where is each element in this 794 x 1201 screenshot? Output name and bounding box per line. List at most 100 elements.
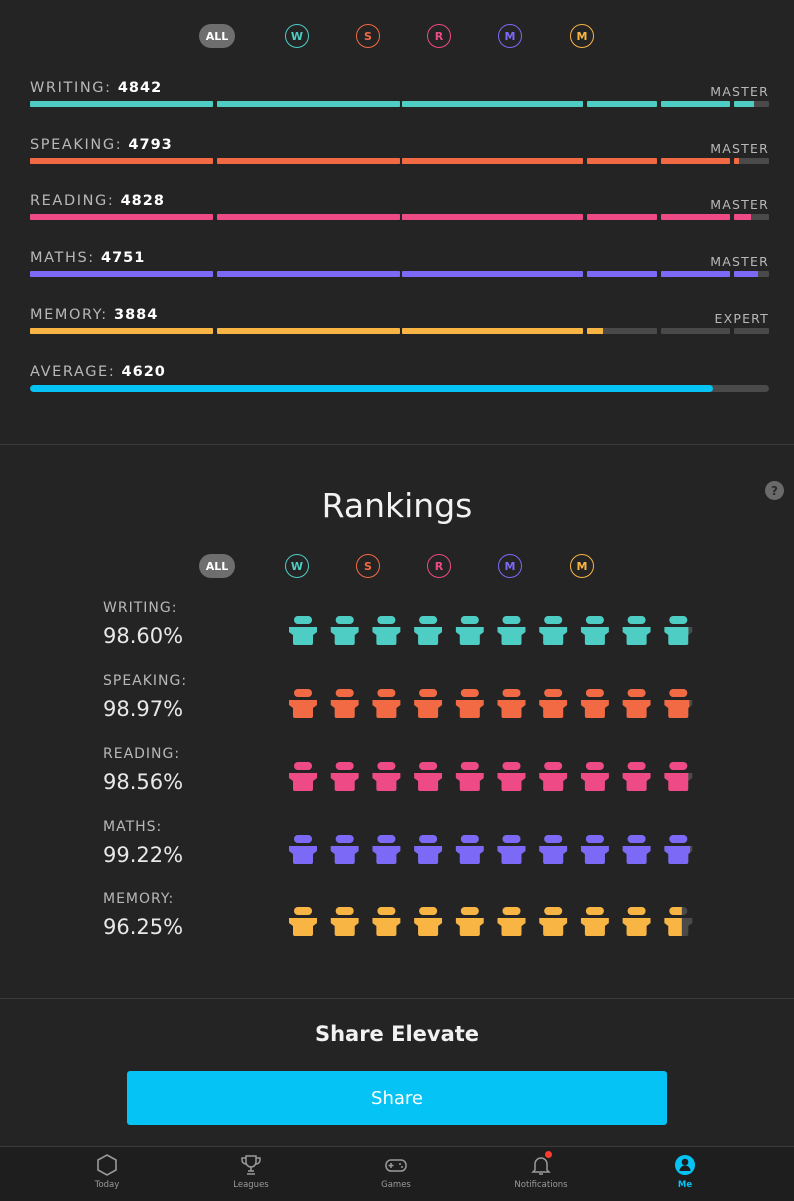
person-icon bbox=[539, 616, 568, 645]
help-icon[interactable]: ? bbox=[765, 481, 784, 500]
tab-notifications[interactable]: Notifications bbox=[496, 1151, 586, 1199]
ranking-filter-row: ALL W S R M M bbox=[0, 554, 794, 582]
person-icon bbox=[664, 762, 693, 791]
progress-segment bbox=[734, 271, 769, 277]
filter-reading[interactable]: R bbox=[427, 24, 451, 48]
person-icon bbox=[330, 907, 359, 936]
progress-segment bbox=[402, 271, 583, 277]
progress-segment-fill bbox=[734, 214, 751, 220]
filter-maths[interactable]: M bbox=[498, 554, 522, 578]
score-level: MASTER bbox=[710, 141, 769, 156]
tab-today[interactable]: Today bbox=[62, 1153, 152, 1199]
filter-all[interactable]: ALL bbox=[199, 554, 235, 578]
filter-all[interactable]: ALL bbox=[199, 24, 235, 48]
average-progress-fill bbox=[30, 385, 713, 392]
progress-segment-fill bbox=[30, 328, 213, 334]
person-icon bbox=[414, 689, 443, 718]
bell-icon bbox=[529, 1151, 553, 1177]
notification-badge-icon bbox=[545, 1151, 552, 1158]
progress-segment bbox=[734, 158, 769, 164]
progress-segment bbox=[217, 271, 400, 277]
score-row-maths: MATHS: 4751 MASTER bbox=[30, 250, 769, 290]
progress-segment-fill bbox=[217, 214, 400, 220]
ranking-people-chart bbox=[287, 762, 697, 794]
person-icon bbox=[580, 907, 609, 936]
person-icon bbox=[372, 689, 401, 718]
progress-segment bbox=[402, 214, 583, 220]
score-row-writing: WRITING: 4842 MASTER bbox=[30, 80, 769, 120]
ranking-people-chart bbox=[287, 689, 697, 721]
filter-maths[interactable]: M bbox=[498, 24, 522, 48]
progress-segment-fill bbox=[402, 101, 583, 107]
score-level: MASTER bbox=[710, 254, 769, 269]
person-icon bbox=[622, 616, 651, 645]
score-label: READING: 4828 bbox=[30, 193, 165, 209]
share-button[interactable]: Share bbox=[127, 1071, 667, 1125]
ranking-percent: 98.60% bbox=[103, 624, 184, 648]
person-icon bbox=[455, 762, 484, 791]
score-level: MASTER bbox=[710, 84, 769, 99]
progress-segment bbox=[661, 214, 730, 220]
person-icon bbox=[664, 689, 693, 718]
score-name: AVERAGE: bbox=[30, 364, 116, 380]
person-icon bbox=[622, 907, 651, 936]
filter-writing[interactable]: W bbox=[285, 24, 309, 48]
progress-segment-fill bbox=[402, 328, 583, 334]
rankings-title: Rankings bbox=[321, 486, 473, 525]
score-label: SPEAKING: 4793 bbox=[30, 137, 173, 153]
score-name: MATHS: bbox=[30, 250, 95, 266]
progress-segment-fill bbox=[734, 158, 740, 164]
progress-segment bbox=[587, 158, 657, 164]
person-icon bbox=[372, 762, 401, 791]
tab-leagues[interactable]: Leagues bbox=[206, 1153, 296, 1199]
person-icon bbox=[580, 616, 609, 645]
score-progress-bar bbox=[30, 328, 769, 334]
person-icon bbox=[539, 762, 568, 791]
progress-segment-fill bbox=[587, 158, 657, 164]
progress-segment bbox=[30, 328, 213, 334]
progress-segment bbox=[734, 214, 769, 220]
progress-segment bbox=[402, 158, 583, 164]
person-icon bbox=[539, 907, 568, 936]
progress-segment-fill bbox=[587, 271, 657, 277]
score-value: 4751 bbox=[100, 250, 146, 266]
filter-memory[interactable]: M bbox=[570, 24, 594, 48]
filter-writing[interactable]: W bbox=[285, 554, 309, 578]
filter-speaking[interactable]: S bbox=[356, 24, 380, 48]
person-icon bbox=[330, 616, 359, 645]
tab-label: Today bbox=[94, 1180, 120, 1190]
person-icon bbox=[455, 907, 484, 936]
section-divider bbox=[0, 998, 794, 999]
person-icon bbox=[414, 762, 443, 791]
tab-label: Me bbox=[677, 1180, 693, 1190]
filter-memory[interactable]: M bbox=[570, 554, 594, 578]
progress-segment bbox=[30, 271, 213, 277]
person-icon bbox=[664, 616, 693, 645]
progress-segment-fill bbox=[217, 158, 400, 164]
person-icon bbox=[664, 907, 693, 936]
filter-reading[interactable]: R bbox=[427, 554, 451, 578]
progress-segment bbox=[217, 158, 400, 164]
tab-me[interactable]: Me bbox=[640, 1153, 730, 1199]
progress-segment-fill bbox=[217, 271, 400, 277]
person-icon bbox=[330, 762, 359, 791]
filter-speaking[interactable]: S bbox=[356, 554, 380, 578]
score-value: 3884 bbox=[113, 307, 159, 323]
tab-games[interactable]: Games bbox=[351, 1153, 441, 1199]
person-icon bbox=[455, 616, 484, 645]
progress-segment-fill bbox=[402, 158, 583, 164]
score-progress-bar bbox=[30, 214, 769, 220]
score-value: 4620 bbox=[121, 364, 166, 380]
progress-segment bbox=[587, 214, 657, 220]
progress-segment bbox=[661, 328, 730, 334]
person-icon bbox=[330, 689, 359, 718]
score-label: MATHS: 4751 bbox=[30, 250, 145, 266]
person-icon bbox=[497, 689, 526, 718]
ranking-row-memory: MEMORY: 96.25% bbox=[103, 891, 703, 955]
trophy-icon bbox=[239, 1153, 263, 1177]
progress-segment-fill bbox=[661, 101, 730, 107]
ranking-percent: 98.56% bbox=[103, 770, 184, 794]
progress-segment-fill bbox=[587, 214, 657, 220]
progress-segment-fill bbox=[30, 158, 213, 164]
person-icon bbox=[497, 762, 526, 791]
